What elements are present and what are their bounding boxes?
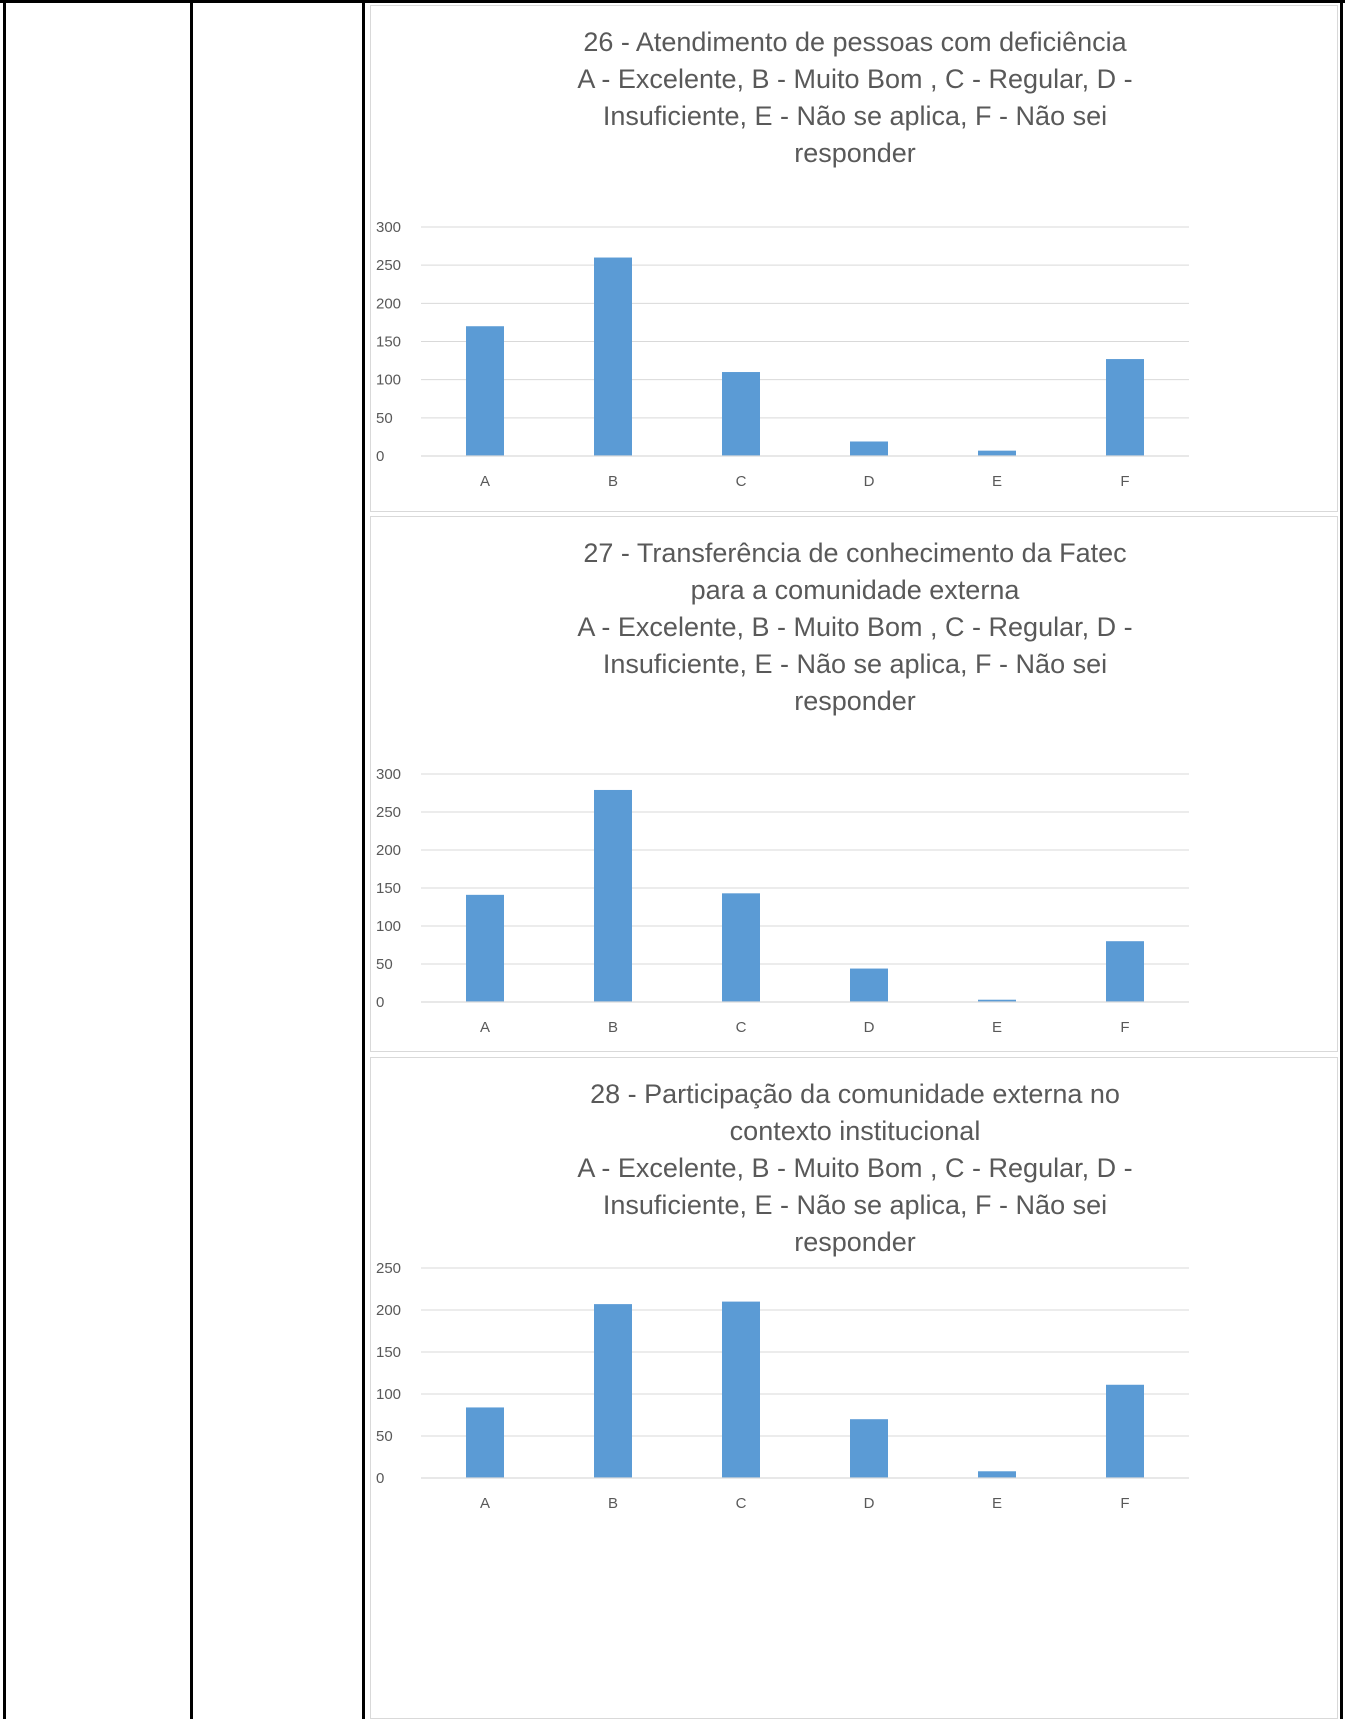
- x-tick-label: A: [480, 473, 490, 490]
- bar-F: [1106, 1384, 1144, 1478]
- x-tick-label: A: [480, 1019, 490, 1036]
- y-tick-label: 250: [376, 257, 401, 274]
- chart-title-line: A - Excelente, B - Muito Bom , C - Regul…: [577, 64, 1132, 94]
- y-tick-label: 150: [376, 880, 401, 897]
- bar-C: [722, 1301, 760, 1478]
- x-tick-label: C: [736, 1019, 747, 1036]
- bar-E: [978, 450, 1016, 456]
- bar-A: [466, 894, 504, 1002]
- chart-title-line: contexto institucional: [730, 1116, 981, 1146]
- y-tick-label: 300: [376, 766, 401, 783]
- bar-F: [1106, 359, 1144, 456]
- chart-26: 26 - Atendimento de pessoas com deficiên…: [376, 27, 1189, 490]
- x-tick-label: F: [1120, 1495, 1129, 1512]
- table-border-col2: [362, 0, 365, 1719]
- chart-title-line: 26 - Atendimento de pessoas com deficiên…: [583, 27, 1127, 57]
- chart-title-line: responder: [794, 138, 916, 168]
- bar-F: [1106, 941, 1144, 1002]
- chart-title-line: responder: [794, 1227, 916, 1257]
- bar-C: [722, 893, 760, 1002]
- x-tick-label: E: [992, 1019, 1002, 1036]
- table-border-left: [3, 0, 6, 1719]
- bar-B: [594, 789, 632, 1002]
- bar-D: [850, 968, 888, 1002]
- x-tick-label: C: [736, 1495, 747, 1512]
- y-tick-label: 300: [376, 219, 401, 236]
- chart-title-line: 28 - Participação da comunidade externa …: [590, 1079, 1120, 1109]
- x-tick-label: B: [608, 1495, 618, 1512]
- y-tick-label: 150: [376, 334, 401, 351]
- x-tick-label: B: [608, 473, 618, 490]
- x-tick-label: B: [608, 1019, 618, 1036]
- y-tick-label: 150: [376, 1344, 401, 1361]
- y-tick-label: 100: [376, 372, 401, 389]
- x-tick-label: D: [864, 1495, 875, 1512]
- x-tick-label: D: [864, 1019, 875, 1036]
- chart-27-panel: 27 - Transferência de conhecimento da Fa…: [370, 516, 1338, 1052]
- y-tick-label: 50: [376, 410, 393, 427]
- x-tick-label: A: [480, 1495, 490, 1512]
- y-tick-label: 100: [376, 918, 401, 935]
- y-tick-label: 250: [376, 1260, 401, 1277]
- x-tick-label: E: [992, 473, 1002, 490]
- bar-A: [466, 1407, 504, 1478]
- y-tick-label: 200: [376, 1302, 401, 1319]
- y-tick-label: 100: [376, 1386, 401, 1403]
- bar-E: [978, 999, 1016, 1002]
- y-tick-label: 0: [376, 994, 384, 1011]
- chart-27: 27 - Transferência de conhecimento da Fa…: [376, 538, 1189, 1036]
- bar-A: [466, 326, 504, 456]
- bar-C: [722, 372, 760, 456]
- chart-28: 28 - Participação da comunidade externa …: [376, 1079, 1189, 1512]
- x-tick-label: C: [736, 473, 747, 490]
- chart-26-panel: 26 - Atendimento de pessoas com deficiên…: [370, 5, 1338, 512]
- chart-title-line: A - Excelente, B - Muito Bom , C - Regul…: [577, 1153, 1132, 1183]
- y-tick-label: 250: [376, 804, 401, 821]
- chart-title-line: Insuficiente, E - Não se aplica, F - Não…: [603, 649, 1107, 679]
- bar-B: [594, 1304, 632, 1478]
- table-border-col1: [190, 0, 193, 1719]
- chart-28-panel: 28 - Participação da comunidade externa …: [370, 1057, 1338, 1719]
- chart-title-line: responder: [794, 686, 916, 716]
- bar-E: [978, 1471, 1016, 1478]
- y-tick-label: 0: [376, 1470, 384, 1487]
- y-tick-label: 200: [376, 842, 401, 859]
- chart-title-line: Insuficiente, E - Não se aplica, F - Não…: [603, 101, 1107, 131]
- y-tick-label: 200: [376, 295, 401, 312]
- x-tick-label: E: [992, 1495, 1002, 1512]
- y-tick-label: 50: [376, 1428, 393, 1445]
- table-border-right: [1340, 0, 1343, 1719]
- bar-D: [850, 1419, 888, 1478]
- chart-title-line: 27 - Transferência de conhecimento da Fa…: [583, 538, 1126, 568]
- x-tick-label: D: [864, 473, 875, 490]
- chart-title-line: A - Excelente, B - Muito Bom , C - Regul…: [577, 612, 1132, 642]
- y-tick-label: 0: [376, 448, 384, 465]
- chart-title-line: para a comunidade externa: [691, 575, 1021, 605]
- x-tick-label: F: [1120, 473, 1129, 490]
- bar-B: [594, 257, 632, 456]
- x-tick-label: F: [1120, 1019, 1129, 1036]
- table-top-border: [0, 0, 1345, 3]
- chart-title-line: Insuficiente, E - Não se aplica, F - Não…: [603, 1190, 1107, 1220]
- bar-D: [850, 441, 888, 456]
- y-tick-label: 50: [376, 956, 393, 973]
